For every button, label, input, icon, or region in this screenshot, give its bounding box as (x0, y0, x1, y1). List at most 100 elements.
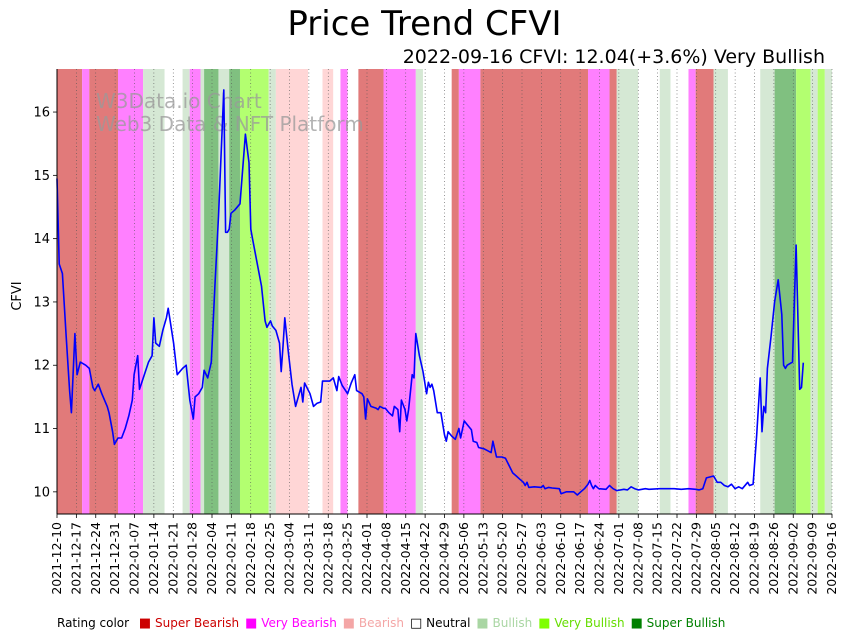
legend-item: ■ Very Bearish (245, 616, 337, 631)
watermark-line-1: W3Data.io Chart (96, 89, 262, 113)
x-tick-label: 2022-03-18 (320, 522, 335, 595)
x-tick-label: 2022-04-08 (378, 522, 393, 595)
legend-swatch: □ (410, 616, 423, 631)
rating-band-33 (688, 69, 696, 514)
x-tick-label: 2022-08-26 (766, 522, 781, 595)
rating-band-23 (422, 69, 452, 514)
rating-band-11 (229, 69, 240, 514)
rating-band-0 (57, 69, 83, 514)
legend-swatch: ■ (245, 616, 258, 631)
y-tick-label: 14 (33, 232, 50, 247)
rating-band-31 (659, 69, 671, 514)
chart-title: Price Trend CFVI (287, 4, 562, 44)
legend-item: ■ Bearish (343, 616, 405, 631)
legend-text: Very Bearish (257, 616, 337, 630)
rating-band-41 (817, 69, 825, 514)
rating-band-38 (774, 69, 797, 514)
rating-band-4 (143, 69, 165, 514)
series-line-cfvi (56, 89, 805, 496)
x-tick-label: 2022-03-25 (340, 522, 355, 595)
rating-band-20 (358, 69, 384, 514)
x-tick-label: 2022-09-09 (805, 522, 820, 595)
rating-band-37 (760, 69, 775, 514)
x-tick-label: 2022-02-18 (243, 522, 258, 595)
x-tick-label: 2022-09-16 (824, 522, 839, 595)
x-tick-label: 2022-05-20 (495, 522, 510, 595)
x-tick-label: 2022-04-15 (398, 522, 413, 595)
x-tick-label: 2021-12-31 (107, 522, 122, 595)
x-tick-label: 2021-12-17 (68, 522, 83, 595)
x-tick-label: 2022-07-08 (630, 522, 645, 595)
legend-text: Very Bullish (550, 616, 625, 630)
x-tick-label: 2022-08-05 (708, 522, 723, 595)
y-axis-label: CFVI (10, 281, 25, 310)
rating-band-34 (695, 69, 714, 514)
x-axis-ticks: 2021-12-10 2021-12-17 2021-12-24 2021-12-31… (49, 514, 839, 595)
rating-band-10 (218, 69, 230, 514)
legend-item: ■ Super Bullish (631, 616, 726, 631)
x-tick-label: 2022-07-15 (650, 522, 665, 595)
vertical-gridlines (56, 69, 833, 514)
rating-band-21 (383, 69, 416, 514)
x-tick-label: 2022-06-17 (572, 522, 587, 595)
rating-band-8 (200, 69, 205, 514)
legend-swatch: ■ (138, 616, 152, 631)
rating-band-39 (796, 69, 811, 514)
rating-bands (57, 69, 832, 514)
x-tick-label: 2022-04-22 (417, 522, 432, 595)
x-tick-label: 2022-02-11 (223, 522, 238, 595)
x-tick-label: 2022-06-03 (533, 522, 548, 595)
rating-band-28 (609, 69, 617, 514)
y-tick-label: 11 (33, 422, 50, 437)
rating-band-13 (268, 69, 276, 514)
chart-subtitle: 2022-09-16 CFVI: 12.04(+3.6%) Very Bulli… (402, 46, 825, 68)
rating-band-35 (713, 69, 728, 514)
series-line-layer (56, 89, 805, 496)
rating-band-3 (117, 69, 144, 514)
x-tick-label: 2022-06-10 (553, 522, 568, 595)
watermark-line-2: Web3 Data & NFT Platform (96, 112, 364, 136)
rating-band-9 (204, 69, 219, 514)
y-tick-label: 10 (33, 485, 50, 500)
x-tick-label: 2022-03-11 (301, 522, 316, 595)
legend-item: ■ Bullish (476, 616, 532, 631)
x-tick-label: 2022-01-07 (127, 522, 142, 595)
x-tick-label: 2021-12-10 (49, 522, 64, 595)
x-tick-label: 2022-06-24 (592, 522, 607, 595)
x-tick-label: 2022-03-04 (282, 522, 297, 595)
y-axis-ticks: 10 11 12 13 14 15 16 (33, 106, 57, 500)
x-tick-label: 2022-08-19 (747, 522, 762, 595)
x-tick-label: 2022-09-02 (785, 522, 800, 595)
y-tick-label: 15 (33, 169, 50, 184)
x-tick-label: 2022-05-13 (475, 522, 490, 595)
rating-band-22 (415, 69, 423, 514)
x-tick-label: 2022-04-29 (437, 522, 452, 595)
x-tick-label: 2022-02-04 (204, 522, 219, 595)
legend-text: Super Bearish (151, 616, 240, 630)
x-tick-label: 2022-07-29 (688, 522, 703, 595)
legend-text: Super Bullish (642, 616, 726, 630)
legend-swatch: ■ (538, 616, 551, 631)
x-tick-label: 2022-04-01 (359, 522, 374, 595)
rating-band-42 (824, 69, 832, 514)
rating-band-6 (182, 69, 190, 514)
rating-band-29 (616, 69, 639, 514)
x-tick-label: 2021-12-24 (88, 522, 103, 595)
rating-band-1 (82, 69, 90, 514)
rating-band-14 (275, 69, 309, 514)
rating-band-32 (670, 69, 689, 514)
legend-item: ■ Super Bearish (138, 616, 240, 631)
rating-band-7 (189, 69, 201, 514)
rating-band-25 (458, 69, 481, 514)
rating-legend: Rating color ■ Super Bearish ■ Very Beari… (57, 616, 731, 631)
x-tick-label: 2022-01-28 (185, 522, 200, 595)
rating-band-24 (451, 69, 459, 514)
legend-text: Neutral (422, 616, 471, 630)
legend-swatch: ■ (476, 616, 489, 631)
legend-text: Bearish (355, 616, 405, 630)
x-tick-label: 2022-05-06 (456, 522, 471, 595)
rating-band-40 (810, 69, 818, 514)
watermark: W3Data.io Chart Web3 Data & NFT Platform (96, 89, 364, 136)
rating-band-18 (340, 69, 348, 514)
y-tick-label: 12 (33, 359, 50, 374)
